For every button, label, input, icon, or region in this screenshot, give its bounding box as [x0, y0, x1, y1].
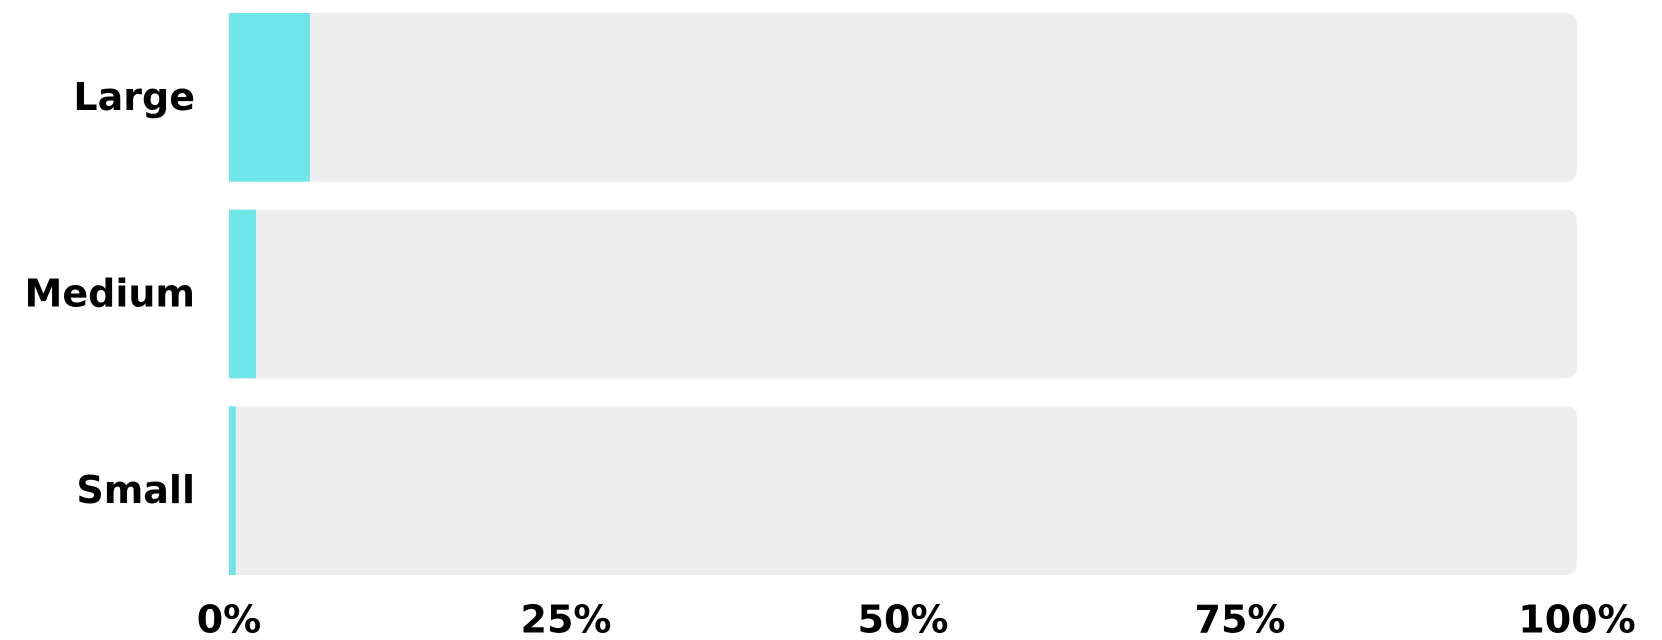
x-tick-label: 75% — [1195, 598, 1286, 640]
track — [229, 13, 1577, 182]
track — [229, 406, 1577, 575]
track — [229, 209, 1577, 379]
y-tick-label: Small — [76, 468, 195, 512]
x-tick-label: 0% — [197, 598, 262, 640]
bar — [229, 209, 256, 379]
x-tick-label: 100% — [1518, 598, 1635, 640]
y-tick-label: Medium — [25, 272, 195, 316]
x-tick-label: 50% — [858, 598, 949, 640]
y-tick-label: Large — [73, 75, 195, 119]
bar — [229, 406, 236, 575]
bar — [229, 13, 310, 182]
x-tick-label: 25% — [521, 598, 612, 640]
